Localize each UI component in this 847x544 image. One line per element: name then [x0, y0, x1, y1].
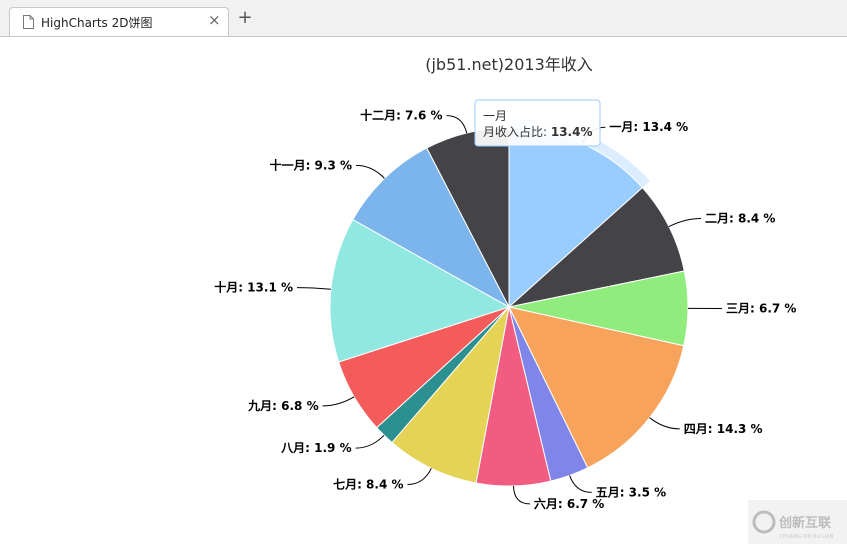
slice-2[interactable]	[507, 186, 685, 308]
slice-9-label: 九月: 6.8 %	[247, 398, 318, 413]
slice-3-label: 三月: 6.7 %	[726, 302, 796, 316]
slice-8-label: 八月: 1.9 %	[280, 441, 351, 455]
slice-1-label: 一月: 13.4 %	[609, 120, 688, 134]
watermark-text: 创新互联	[778, 515, 831, 531]
browser-tab-bar: HighCharts 2D饼图 × +	[0, 0, 847, 37]
tooltip-value: 月收入占比: 13.4%	[483, 124, 593, 139]
tooltip-percent: 13.4%	[551, 125, 593, 139]
slice-7-label: 七月: 8.4 %	[333, 478, 403, 492]
slice-2-connector	[668, 218, 702, 228]
watermark-subtext: CHUANG XIN HU LIAN	[779, 534, 833, 540]
slice-5-label: 五月: 3.5 %	[596, 485, 666, 499]
slice-4[interactable]	[508, 306, 685, 469]
chart-tooltip: 一月 月收入占比: 13.4%	[474, 99, 601, 147]
slice-4-label: 四月: 14.3 %	[684, 422, 763, 436]
watermark-logo: 创新互联 CHUANG XIN HU LIAN	[748, 500, 847, 544]
tooltip-label: 月收入占比:	[483, 124, 551, 139]
slice-12-connector	[446, 115, 468, 134]
slice-4-connector	[649, 417, 680, 430]
slice-8-connector	[355, 434, 385, 449]
slice-7[interactable]	[391, 305, 510, 484]
slice-11-connector	[355, 164, 385, 179]
pie-chart: (jb51.net)2013年收入 一月: 13.4 % 二月: 8.4 % 三月:…	[214, 55, 796, 511]
slice-6-connector	[513, 485, 530, 505]
tooltip-title: 一月	[483, 109, 507, 123]
slice-10-connector	[296, 287, 331, 290]
slice-10-label: 十月: 13.1 %	[214, 280, 293, 295]
close-icon[interactable]: ×	[208, 11, 221, 29]
slice-7-connector	[407, 468, 432, 485]
slice-2-label: 二月: 8.4 %	[705, 212, 775, 226]
slice-5-connector	[569, 475, 592, 493]
slice-9-connector	[322, 396, 355, 407]
slice-6-label: 六月: 6.7 %	[534, 496, 604, 511]
new-tab-button[interactable]: +	[237, 7, 253, 28]
chart-title: (jb51.net)2013年收入	[425, 55, 593, 74]
browser-tab[interactable]: HighCharts 2D饼图 ×	[9, 7, 229, 36]
page-icon	[23, 15, 34, 29]
slice-11-label: 十一月: 9.3 %	[270, 157, 352, 172]
slice-12-label: 十二月: 7.6 %	[360, 108, 442, 123]
tab-title: HighCharts 2D饼图	[41, 16, 153, 30]
